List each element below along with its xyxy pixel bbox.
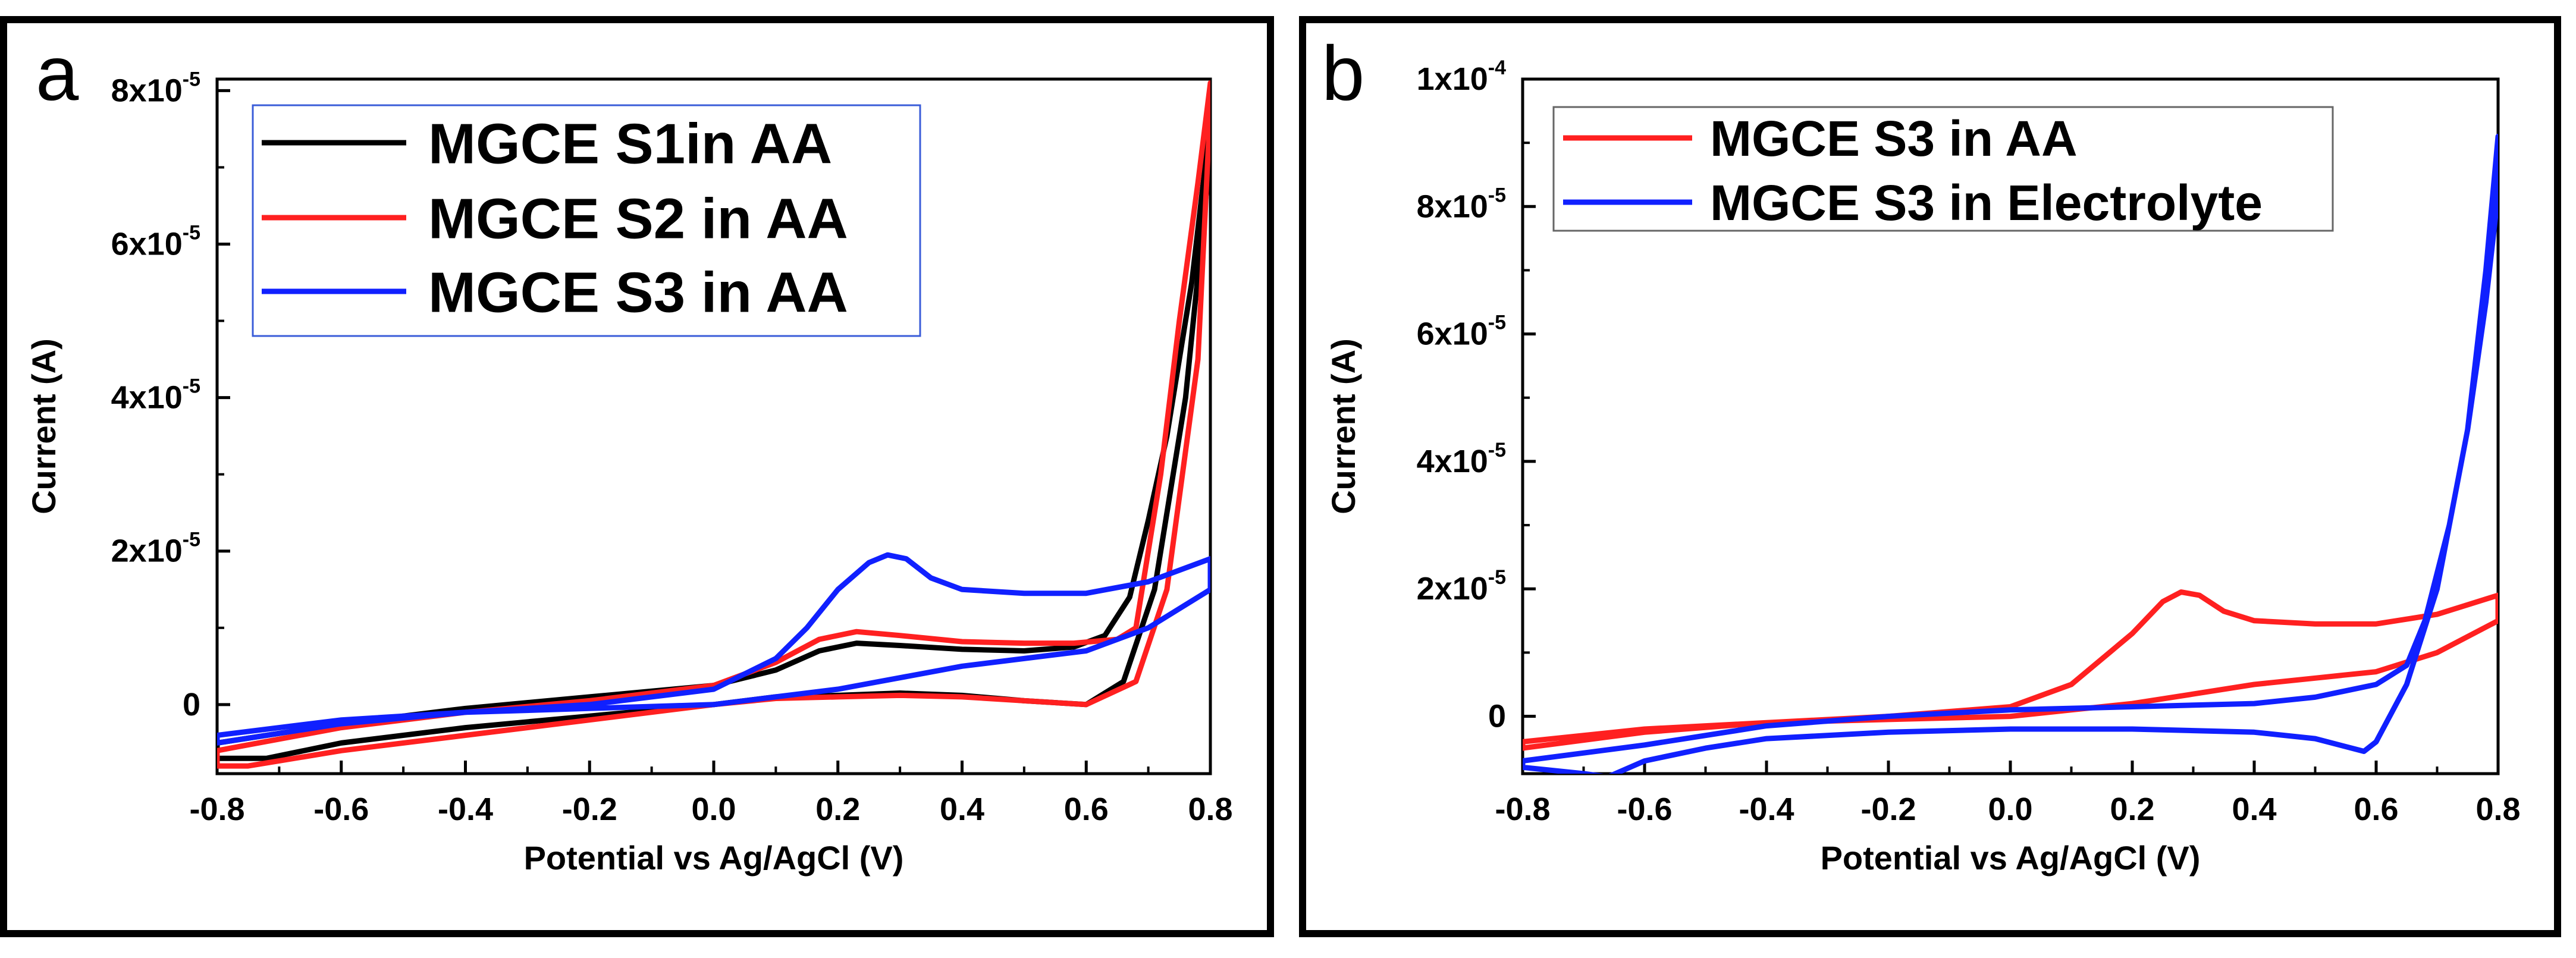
legend-label: MGCE S3 in Electrolyte <box>1710 175 2263 231</box>
x-tick-label: 0.2 <box>2110 791 2154 827</box>
y-tick-mantissa: 1x10 <box>1417 61 1488 97</box>
y-tick-label: 2x10-5 <box>111 529 200 569</box>
x-tick-label: 0.2 <box>815 791 860 827</box>
series-group <box>1523 133 2498 774</box>
y-tick-label: 4x10-5 <box>111 375 200 416</box>
y-tick-label: 8x10-5 <box>111 68 200 108</box>
y-tick-mantissa: 6x10 <box>111 226 183 262</box>
y-tick-mantissa: 4x10 <box>111 380 183 416</box>
x-tick-label: -0.2 <box>562 791 617 827</box>
y-tick-label: 2x10-5 <box>1417 566 1506 607</box>
x-tick-label: -0.6 <box>313 791 369 827</box>
x-axis-title: Potential vs Ag/AgCl (V) <box>524 839 904 877</box>
series-line-2 <box>1523 133 2498 774</box>
legend-label: MGCE S2 in AA <box>428 187 848 251</box>
y-tick-exponent: -5 <box>1488 184 1506 206</box>
y-tick-label: 6x10-5 <box>1417 312 1506 352</box>
panel-frame <box>0 16 1274 937</box>
x-tick-label: -0.2 <box>1860 791 1916 827</box>
y-tick-exponent: -5 <box>183 529 200 551</box>
x-axis-title: Potential vs Ag/AgCl (V) <box>1821 839 2201 877</box>
legend-label: MGCE S1in AA <box>428 112 832 176</box>
y-tick-mantissa: 2x10 <box>111 533 183 569</box>
y-tick-label: 6x10-5 <box>111 221 200 262</box>
y-tick-label: 8x10-5 <box>1417 184 1506 224</box>
y-tick-exponent: -5 <box>183 221 200 244</box>
y-tick-label: 0 <box>1488 699 1506 734</box>
legend-box <box>1552 106 2334 232</box>
y-tick-mantissa: 4x10 <box>1417 444 1488 479</box>
x-tick-label: 0.4 <box>2232 791 2276 827</box>
series-line-3 <box>217 552 1210 746</box>
legend: MGCE S1in AA MGCE S2 in AA MGCE S3 in AA <box>252 104 921 337</box>
legend-label: MGCE S3 in AA <box>1710 111 2078 167</box>
panel-label: b <box>1322 30 1364 117</box>
x-tick-label: 0.0 <box>691 791 736 827</box>
x-tick-label: 0.4 <box>940 791 984 827</box>
x-tick-label: -0.4 <box>438 791 493 827</box>
chart-panel-a: -0.8 -0.6 -0.4 -0.2 0.0 0.2 0.4 0.6 0.802x10-54x… <box>0 16 1274 937</box>
series-line-1 <box>1523 589 2498 751</box>
y-tick-exponent: -5 <box>1488 439 1506 461</box>
x-tick-label: -0.8 <box>1495 791 1550 827</box>
legend-label: MGCE S3 in AA <box>428 261 848 325</box>
x-tick-label: 0.8 <box>2475 791 2520 827</box>
y-tick-label: 1x10-4 <box>1417 56 1506 97</box>
panel-label: a <box>36 30 79 117</box>
y-tick-label: 0 <box>183 687 200 723</box>
y-tick-mantissa: 8x10 <box>111 73 183 108</box>
x-tick-label: 0.8 <box>1188 791 1232 827</box>
y-tick-exponent: -5 <box>183 375 200 398</box>
y-tick-exponent: -5 <box>183 68 200 90</box>
chart-panel-b: -0.8 -0.6 -0.4 -0.2 0.0 0.2 0.4 0.6 0.802x10-54x… <box>1299 16 2561 937</box>
x-tick-label: -0.4 <box>1739 791 1794 827</box>
x-tick-label: 0.0 <box>1988 791 2032 827</box>
y-tick-label: 4x10-5 <box>1417 439 1506 479</box>
y-tick-mantissa: 0 <box>1488 699 1506 734</box>
y-axis-title: Current (A) <box>25 338 62 514</box>
y-axis-title: Current (A) <box>1325 338 1362 514</box>
y-tick-mantissa: 6x10 <box>1417 316 1488 352</box>
y-tick-mantissa: 8x10 <box>1417 189 1488 224</box>
x-tick-label: 0.6 <box>1064 791 1109 827</box>
y-tick-exponent: -5 <box>1488 566 1506 589</box>
y-tick-exponent: -5 <box>1488 312 1506 334</box>
legend: MGCE S3 in AA MGCE S3 in Electrolyte <box>1552 106 2334 232</box>
x-tick-label: 0.6 <box>2354 791 2398 827</box>
panel-frame <box>1299 16 2561 937</box>
series-group <box>217 80 1210 769</box>
y-tick-mantissa: 0 <box>183 687 200 723</box>
y-tick-mantissa: 2x10 <box>1417 571 1488 607</box>
x-tick-label: -0.8 <box>189 791 244 827</box>
x-tick-label: -0.6 <box>1617 791 1672 827</box>
y-tick-exponent: -4 <box>1488 56 1506 79</box>
